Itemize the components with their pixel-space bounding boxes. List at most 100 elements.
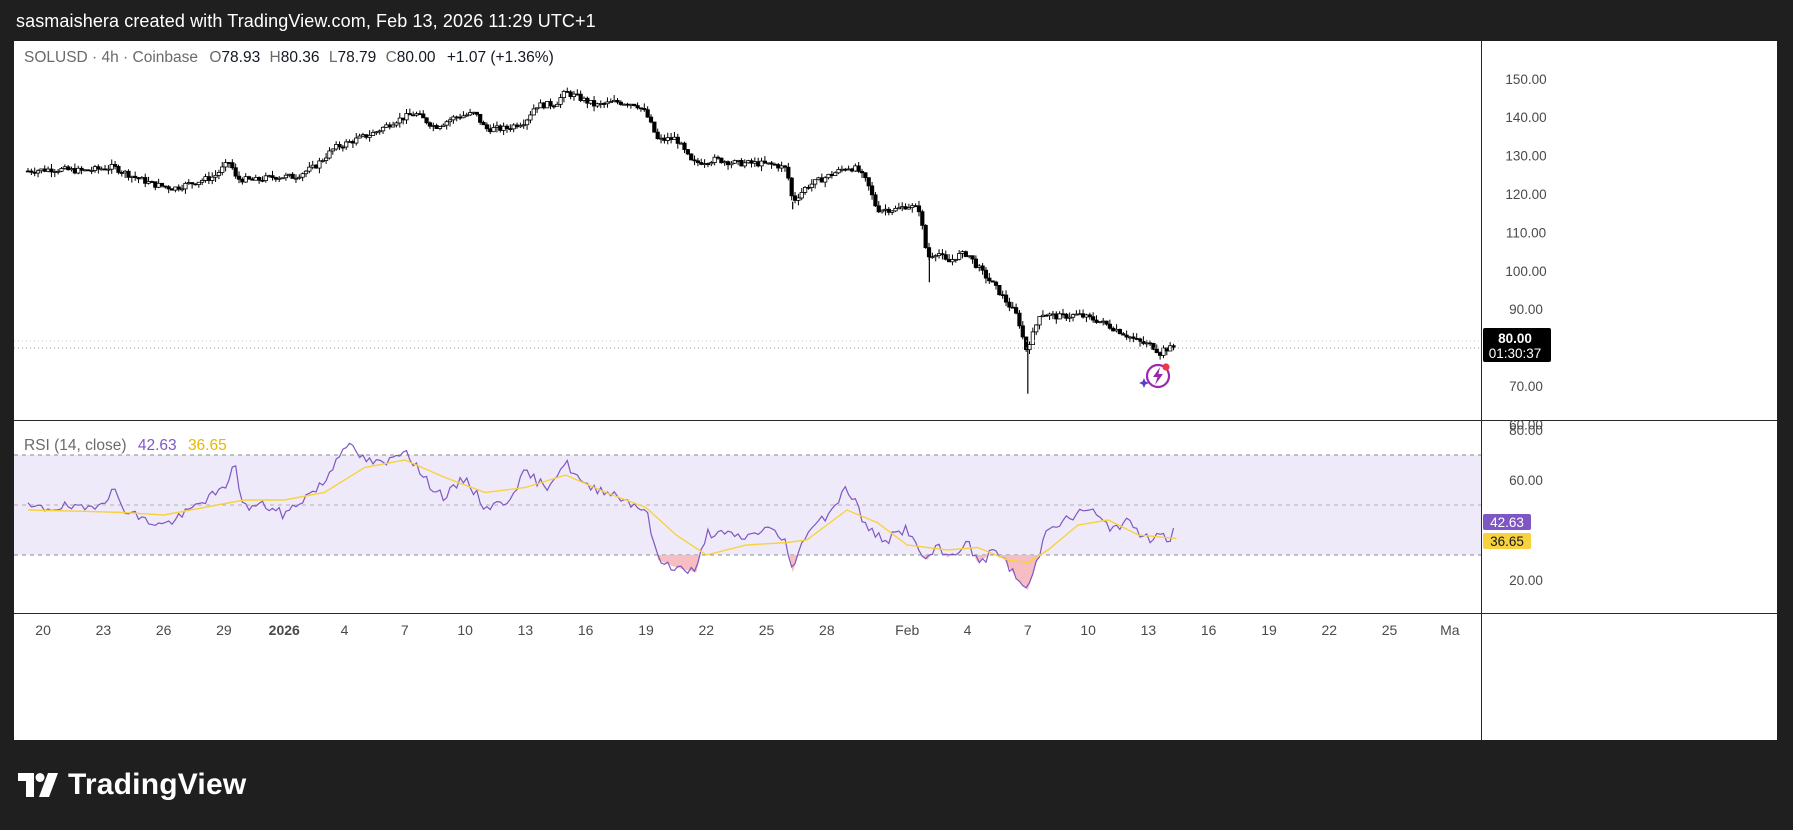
candle xyxy=(1000,290,1005,299)
candle xyxy=(705,162,711,168)
candle xyxy=(330,148,335,155)
candle xyxy=(940,249,945,260)
rsi-tick: 80.00 xyxy=(1509,423,1543,438)
candle xyxy=(545,101,550,109)
candle xyxy=(836,166,841,175)
candle xyxy=(62,164,67,170)
candle xyxy=(79,166,84,175)
open-value: 78.93 xyxy=(221,49,260,66)
candle xyxy=(588,100,593,105)
price-badge-countdown: 01:30:37 xyxy=(1489,346,1542,361)
candle xyxy=(1037,316,1042,330)
candle xyxy=(1020,321,1025,340)
price-tick: 130.00 xyxy=(1505,149,1546,164)
candle xyxy=(1007,297,1012,312)
lightning-alert-icon[interactable] xyxy=(1139,363,1171,389)
candle xyxy=(451,115,456,124)
candle xyxy=(337,141,342,151)
candle xyxy=(119,170,124,177)
candle xyxy=(920,209,925,230)
candle xyxy=(1094,315,1099,324)
rsi-line xyxy=(27,442,1175,589)
candle xyxy=(823,176,828,188)
candle xyxy=(896,202,901,210)
candle xyxy=(126,169,131,181)
candle xyxy=(1158,351,1163,360)
candle xyxy=(230,159,235,170)
candle xyxy=(541,101,546,110)
candle xyxy=(953,258,958,263)
candle xyxy=(411,111,416,117)
candle xyxy=(963,250,968,258)
candle xyxy=(1117,328,1123,335)
candle xyxy=(102,164,108,171)
candle xyxy=(967,255,972,259)
candle xyxy=(669,132,674,144)
candle xyxy=(417,110,422,116)
candle xyxy=(689,153,694,161)
candle xyxy=(685,149,690,156)
candle xyxy=(890,210,895,215)
symbol-legend: SOLUSD · 4h · Coinbase O78.93 H80.36 L78… xyxy=(24,49,554,66)
candle xyxy=(869,182,875,200)
candle xyxy=(200,178,205,186)
candle xyxy=(360,132,366,138)
rsi-band xyxy=(14,455,1481,555)
candle xyxy=(947,254,952,263)
candle xyxy=(645,106,650,118)
candle xyxy=(1050,310,1056,320)
candle xyxy=(561,89,567,103)
price-tick: 150.00 xyxy=(1505,72,1546,87)
chart-panel[interactable]: 60.00 70.00 80.00 90.00 100.00 110.00 120.00 13… xyxy=(14,41,1777,740)
candle xyxy=(186,179,191,185)
price-axis[interactable]: 60.0070.0080.0090.00100.00110.00120.0013… xyxy=(1505,72,1546,433)
candle xyxy=(92,164,98,173)
candle xyxy=(45,166,51,173)
candle xyxy=(735,159,741,166)
candle xyxy=(555,101,560,107)
candle xyxy=(578,90,583,103)
rsi-ma-legend-value: 36.65 xyxy=(188,437,227,454)
price-candles xyxy=(25,87,1176,394)
candle xyxy=(300,172,305,182)
candle xyxy=(96,164,101,174)
candle xyxy=(176,184,181,192)
price-badge-value: 80.00 xyxy=(1498,331,1532,346)
time-tick: 26 xyxy=(156,622,172,638)
candle xyxy=(310,160,315,170)
candle xyxy=(380,126,386,135)
candle xyxy=(524,118,530,130)
rsi-tick: 60.00 xyxy=(1509,473,1543,488)
candle xyxy=(1141,336,1146,346)
candle xyxy=(257,176,262,184)
candle xyxy=(950,254,955,266)
candle xyxy=(789,177,794,201)
candle xyxy=(82,169,88,172)
tradingview-brand[interactable]: TradingView xyxy=(18,768,246,802)
candle xyxy=(990,280,995,283)
candle xyxy=(977,263,982,272)
candle xyxy=(387,122,392,130)
candle xyxy=(434,123,439,129)
candle xyxy=(159,182,165,188)
candle xyxy=(347,139,352,143)
candle xyxy=(1017,310,1022,329)
time-axis[interactable]: 20 23 26 29 2026 4 7 10 13 16 19 22 25 28 Feb 4 7 10 13 16 1… xyxy=(35,622,1460,638)
candle xyxy=(153,181,158,191)
rsi-axis[interactable]: 20.00 60.00 80.00 xyxy=(1509,423,1543,588)
chart-svg[interactable]: 60.00 70.00 80.00 90.00 100.00 110.00 120.00 13… xyxy=(14,41,1777,740)
candle xyxy=(508,124,513,132)
candle xyxy=(357,133,362,139)
candle xyxy=(1057,311,1062,320)
candle xyxy=(1047,312,1052,320)
candle xyxy=(910,203,915,213)
candle xyxy=(143,173,148,188)
candle xyxy=(806,184,811,190)
candle xyxy=(123,169,128,179)
candle xyxy=(196,181,201,188)
candle xyxy=(796,193,801,206)
candle xyxy=(725,160,731,170)
time-tick: 29 xyxy=(216,622,232,638)
candle xyxy=(558,93,563,109)
candle xyxy=(66,165,71,171)
